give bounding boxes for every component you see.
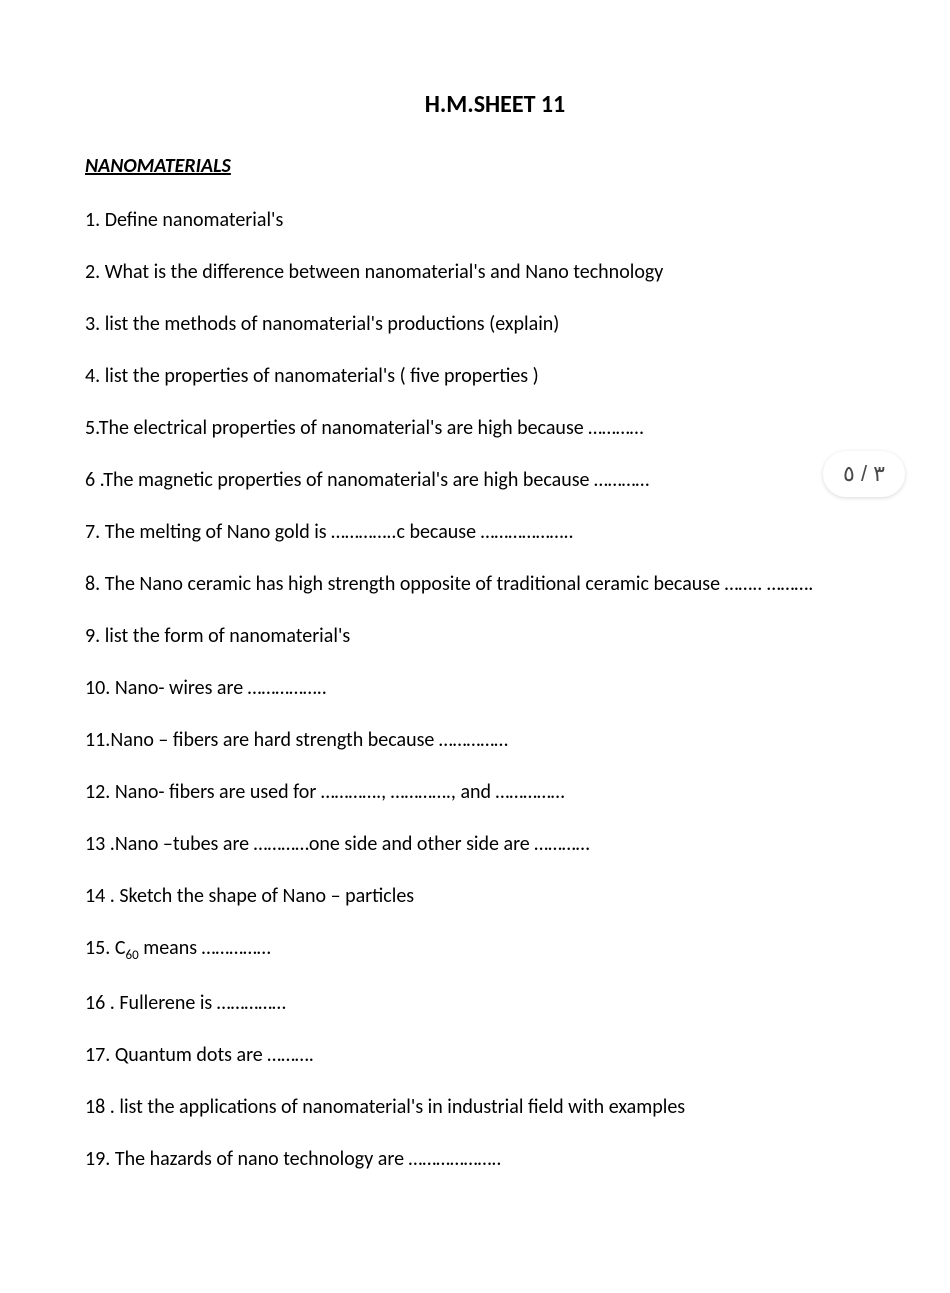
question-item: 18 . list the applications of nanomateri… [85, 1093, 865, 1121]
page-indicator-badge: ٣ / ٥ [823, 451, 905, 497]
question-item: 12. Nano- fibers are used for …………., ………… [85, 778, 865, 806]
question-item: 1. Define nanomaterial's [85, 206, 865, 234]
question-item: 17. Quantum dots are ………. [85, 1041, 865, 1069]
page-title: H.M.SHEET 11 [85, 90, 865, 119]
question-text: means …………… [139, 936, 271, 960]
question-item: 15. C60 means …………… [85, 934, 865, 965]
question-item: 9. list the form of nanomaterial's [85, 622, 865, 650]
question-text: 15. C [85, 936, 126, 960]
question-item: 3. list the methods of nanomaterial's pr… [85, 310, 865, 338]
question-item: 14 . Sketch the shape of Nano – particle… [85, 882, 865, 910]
question-item: 2. What is the difference between nanoma… [85, 258, 865, 286]
question-item: 5.The electrical properties of nanomater… [85, 414, 865, 442]
question-item: 13 .Nano –tubes are …………one side and oth… [85, 830, 865, 858]
question-item: 10. Nano- wires are …………….. [85, 674, 865, 702]
subscript-text: 60 [126, 948, 139, 963]
section-header: NANOMATERIALS [85, 154, 865, 178]
question-item: 19. The hazards of nano technology are …… [85, 1145, 865, 1173]
question-item: 11.Nano – fibers are hard strength becau… [85, 726, 865, 754]
question-item: 4. list the properties of nanomaterial's… [85, 362, 865, 390]
question-item: 6 .The magnetic properties of nanomateri… [85, 466, 865, 494]
question-item: 16 . Fullerene is …………… [85, 989, 865, 1017]
document-page: H.M.SHEET 11 NANOMATERIALS 1. Define nan… [0, 0, 950, 1247]
question-item: 7. The melting of Nano gold is …………..c b… [85, 518, 865, 546]
questions-list: 1. Define nanomaterial's 2. What is the d… [85, 206, 865, 1173]
question-item: 8. The Nano ceramic has high strength op… [85, 570, 865, 598]
